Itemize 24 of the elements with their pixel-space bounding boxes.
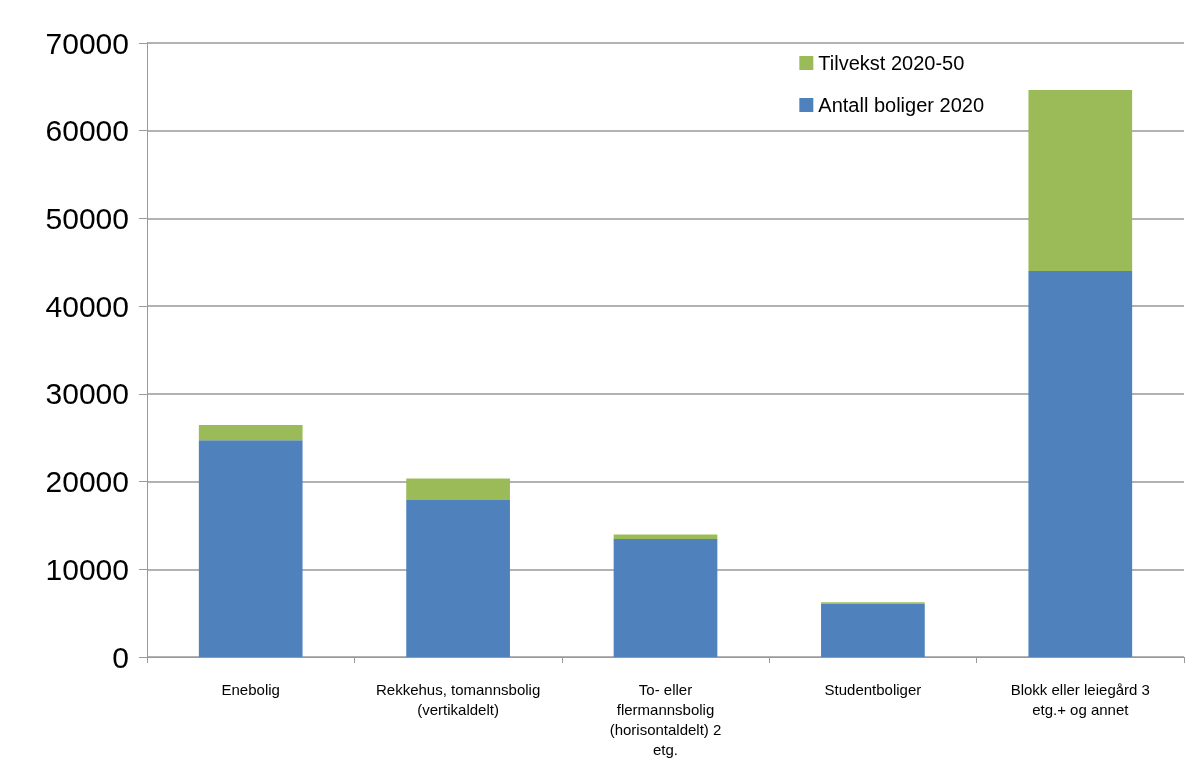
x-tick-label: To- eller flermannsbolig (horisontaldelt) 2 etg.	[609, 680, 722, 758]
y-tick-label: 0	[112, 640, 129, 674]
x-tick-label: Blokk eller leiegård 3 etg.+ og annet	[1010, 680, 1150, 718]
bar	[406, 499, 510, 657]
x-tick-label: Enebolig	[221, 680, 280, 698]
legend-label: Tilvekst 2020-50	[818, 52, 965, 74]
y-tick-label: 50000	[45, 201, 129, 235]
y-tick-label: 10000	[45, 552, 129, 586]
bar	[1028, 89, 1133, 272]
x-tick-label: Rekkehus, tomannsbolig (vertikaldelt)	[375, 680, 541, 718]
y-tick-label: 20000	[45, 465, 129, 499]
bar	[613, 539, 718, 657]
y-tick-label: 30000	[45, 377, 129, 411]
y-tick-label: 60000	[45, 114, 129, 148]
y-tick-label: 70000	[45, 26, 129, 60]
bar	[613, 534, 718, 540]
x-tick-label: Studentboliger	[824, 680, 922, 698]
legend-label: Antall boliger 2020	[818, 94, 985, 116]
bar	[198, 425, 303, 441]
bar	[821, 603, 925, 657]
bar	[406, 478, 510, 500]
bar	[198, 440, 303, 657]
y-tick-label: 40000	[45, 289, 129, 323]
bar	[1028, 271, 1133, 657]
